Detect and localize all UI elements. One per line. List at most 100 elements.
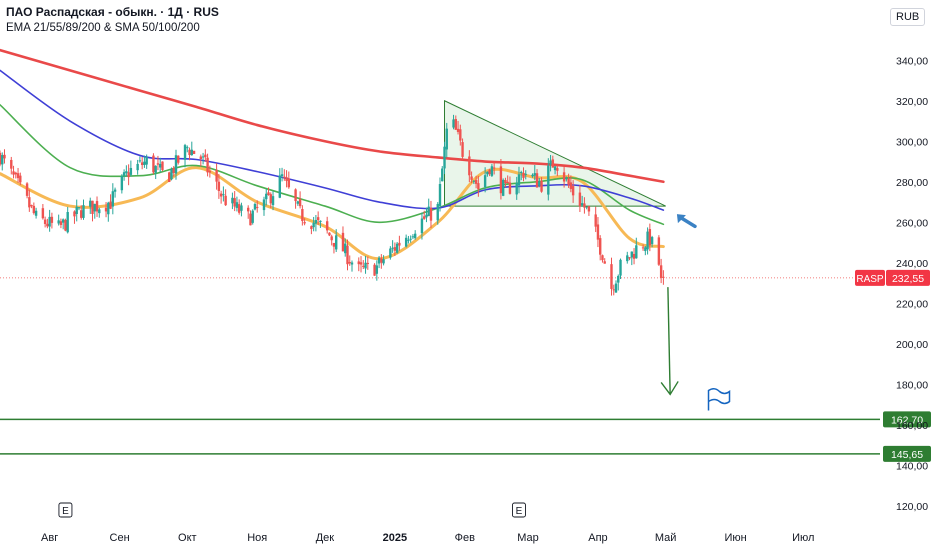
target-flag-icon bbox=[707, 388, 731, 411]
candle-body-180 bbox=[567, 178, 570, 185]
x-tick-label-5: 2025 bbox=[383, 532, 407, 544]
candle-body-197 bbox=[619, 259, 622, 276]
candle-body-144 bbox=[454, 119, 457, 130]
candle-body-24 bbox=[75, 206, 78, 215]
candle-body-102 bbox=[319, 220, 322, 223]
candle-body-89 bbox=[280, 174, 284, 177]
candle-body-165 bbox=[520, 172, 523, 174]
currency-selector[interactable]: RUB bbox=[890, 8, 926, 26]
ma-line-ema200 bbox=[0, 48, 665, 184]
candle-body-108 bbox=[341, 232, 345, 252]
x-tick-label-9: Май bbox=[655, 532, 677, 544]
candle-body-140 bbox=[441, 168, 444, 182]
candle-body-58 bbox=[183, 145, 187, 160]
retest-arrow-head bbox=[676, 214, 686, 224]
candle-body-153 bbox=[483, 175, 487, 188]
candle-body-139 bbox=[438, 184, 442, 206]
candle-body-11 bbox=[32, 205, 36, 214]
event-marker-bg-0 bbox=[58, 502, 73, 518]
chart-title: ПАО Распадская - обыкн. · 1Д · RUS bbox=[6, 5, 219, 19]
candle-body-104 bbox=[328, 232, 331, 236]
candle-body-4 bbox=[12, 171, 15, 175]
candle-body-158 bbox=[499, 166, 503, 194]
candle-body-206 bbox=[648, 229, 652, 246]
candle-body-45 bbox=[140, 162, 144, 166]
candle-body-100 bbox=[314, 219, 318, 224]
candle-body-201 bbox=[632, 253, 636, 259]
candle-body-159 bbox=[501, 179, 505, 196]
candle-body-179 bbox=[565, 177, 568, 180]
candle-body-57 bbox=[177, 155, 180, 163]
candle-body-16 bbox=[48, 216, 51, 227]
event-marker-0: E bbox=[62, 506, 69, 517]
candle-body-2 bbox=[3, 154, 6, 159]
candle-body-131 bbox=[411, 236, 415, 238]
candle-body-114 bbox=[359, 262, 363, 265]
candle-body-6 bbox=[16, 173, 20, 179]
candle-body-21 bbox=[64, 219, 67, 231]
candle-body-97 bbox=[303, 222, 306, 224]
candle-body-208 bbox=[657, 237, 661, 265]
candle-body-150 bbox=[472, 180, 476, 182]
candle-body-119 bbox=[375, 265, 379, 274]
candle-body-17 bbox=[50, 216, 54, 223]
ma-line-ema89 bbox=[0, 69, 665, 211]
candle-body-60 bbox=[188, 149, 191, 156]
candle-body-156 bbox=[490, 166, 494, 176]
candle-body-80 bbox=[251, 210, 254, 223]
candle-body-133 bbox=[420, 218, 424, 234]
candle-body-13 bbox=[41, 208, 45, 219]
candle-body-203 bbox=[641, 247, 645, 249]
candle-body-43 bbox=[136, 163, 139, 171]
candle-body-116 bbox=[364, 262, 367, 269]
candle-body-65 bbox=[204, 154, 207, 158]
candle-body-123 bbox=[389, 248, 392, 258]
candle-body-52 bbox=[161, 161, 164, 171]
candle-body-95 bbox=[298, 199, 302, 207]
candle-body-92 bbox=[287, 178, 291, 188]
last-price-badge-bg bbox=[886, 269, 930, 286]
y-tick-label-8: 180,00 bbox=[896, 379, 928, 391]
candle-body-73 bbox=[231, 197, 234, 204]
candle-body-70 bbox=[219, 193, 223, 197]
candle-body-196 bbox=[617, 275, 620, 283]
candle-body-160 bbox=[504, 180, 507, 184]
candle-body-28 bbox=[89, 200, 92, 207]
candle-body-109 bbox=[344, 243, 347, 254]
candle-body-146 bbox=[459, 129, 462, 141]
candle-body-112 bbox=[350, 262, 354, 265]
candle-body-188 bbox=[594, 214, 597, 227]
candle-body-126 bbox=[395, 243, 399, 253]
level-label-2: 145,65 bbox=[891, 449, 923, 461]
candle-body-68 bbox=[215, 170, 218, 182]
candle-body-151 bbox=[474, 179, 478, 184]
candle-body-49 bbox=[154, 165, 157, 173]
candle-body-166 bbox=[522, 172, 525, 178]
candle-body-85 bbox=[267, 192, 270, 195]
candle-body-9 bbox=[28, 197, 31, 208]
candle-body-66 bbox=[206, 157, 209, 173]
candle-body-18 bbox=[57, 220, 60, 224]
candle-body-72 bbox=[224, 195, 227, 206]
candle-body-41 bbox=[127, 172, 130, 178]
candle-body-96 bbox=[301, 209, 304, 222]
y-tick-label-3: 280,00 bbox=[896, 177, 928, 189]
candle-body-113 bbox=[357, 261, 360, 265]
x-tick-label-0: Авг bbox=[41, 532, 58, 544]
candle-body-184 bbox=[580, 203, 584, 206]
candle-body-186 bbox=[585, 206, 588, 208]
candle-body-82 bbox=[256, 206, 259, 208]
candle-body-162 bbox=[508, 182, 512, 194]
candle-body-8 bbox=[25, 183, 29, 196]
candle-body-194 bbox=[612, 289, 615, 291]
candle-body-170 bbox=[535, 173, 539, 188]
x-tick-label-6: Фев bbox=[455, 532, 475, 544]
candle-body-30 bbox=[93, 203, 96, 212]
candle-body-37 bbox=[113, 189, 117, 192]
candle-body-130 bbox=[409, 238, 412, 240]
candle-body-39 bbox=[122, 172, 126, 176]
candle-body-204 bbox=[644, 247, 647, 252]
candle-body-183 bbox=[578, 192, 582, 207]
candle-body-145 bbox=[456, 128, 460, 132]
